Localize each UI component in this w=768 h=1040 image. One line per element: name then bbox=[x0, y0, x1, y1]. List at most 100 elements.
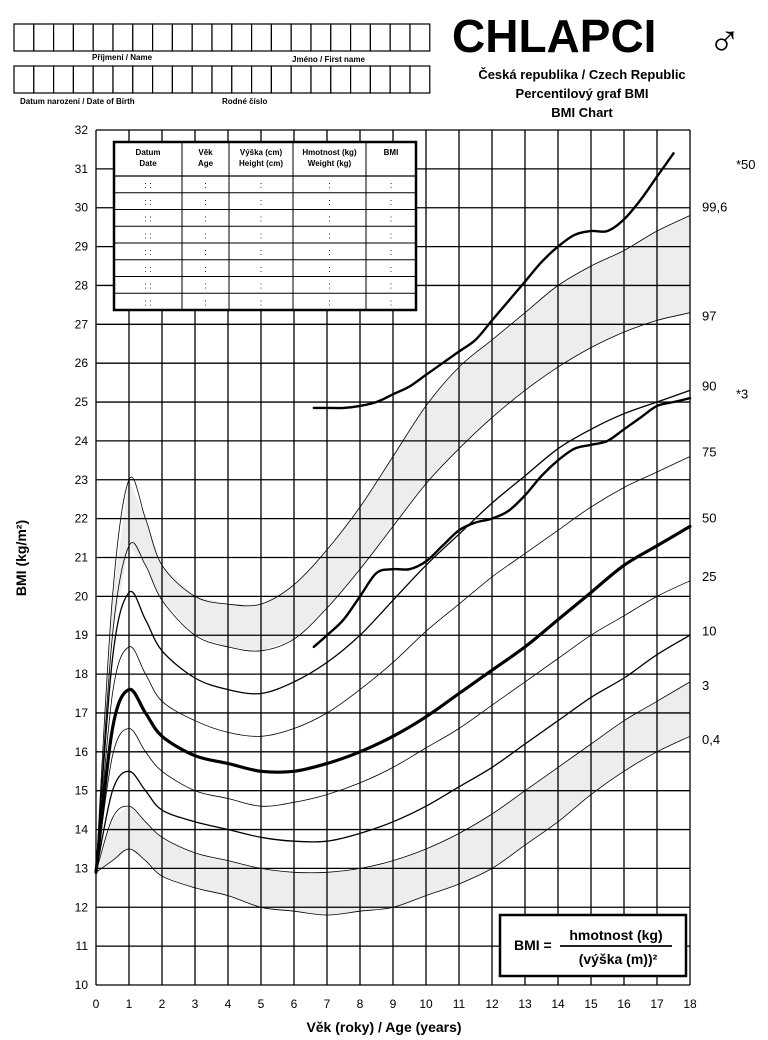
char-box[interactable] bbox=[52, 65, 74, 94]
char-box[interactable] bbox=[389, 23, 411, 52]
band-97-99 bbox=[96, 215, 690, 873]
table-cell[interactable]: : bbox=[328, 180, 331, 190]
char-box[interactable] bbox=[13, 23, 35, 52]
table-header: BMI bbox=[384, 148, 399, 157]
table-header: Výška (cm) bbox=[240, 148, 283, 157]
table-cell[interactable]: : : bbox=[144, 214, 152, 224]
char-box[interactable] bbox=[350, 23, 372, 52]
char-box[interactable] bbox=[92, 23, 114, 52]
date-of-birth-field[interactable] bbox=[13, 65, 431, 94]
char-box[interactable] bbox=[211, 65, 233, 94]
char-box[interactable] bbox=[191, 23, 213, 52]
char-box[interactable] bbox=[389, 65, 411, 94]
char-box[interactable] bbox=[251, 23, 273, 52]
table-cell[interactable]: : bbox=[328, 197, 331, 207]
char-box[interactable] bbox=[409, 23, 431, 52]
table-cell[interactable]: : bbox=[260, 297, 263, 307]
table-cell[interactable]: : bbox=[204, 197, 207, 207]
table-cell[interactable]: : bbox=[260, 281, 263, 291]
char-box[interactable] bbox=[72, 65, 94, 94]
char-box[interactable] bbox=[33, 23, 55, 52]
percentile-label: 75 bbox=[702, 445, 716, 460]
table-cell[interactable]: : bbox=[328, 297, 331, 307]
char-box[interactable] bbox=[72, 23, 94, 52]
table-cell[interactable]: : bbox=[390, 297, 393, 307]
table-cell[interactable]: : bbox=[204, 297, 207, 307]
table-cell[interactable]: : : bbox=[144, 197, 152, 207]
table-cell[interactable]: : : bbox=[144, 230, 152, 240]
curve-p25 bbox=[95, 580, 691, 873]
table-cell[interactable]: : bbox=[328, 230, 331, 240]
y-tick-label: 30 bbox=[75, 201, 89, 215]
y-tick-label: 20 bbox=[75, 589, 89, 603]
table-cell[interactable]: : bbox=[204, 281, 207, 291]
percentile-label: 0,4 bbox=[702, 732, 720, 747]
percentile-label: 10 bbox=[702, 623, 716, 638]
char-box[interactable] bbox=[152, 65, 174, 94]
char-box[interactable] bbox=[112, 23, 134, 52]
table-cell[interactable]: : : bbox=[144, 180, 152, 190]
table-cell[interactable]: : : bbox=[144, 247, 152, 257]
char-box[interactable] bbox=[350, 65, 372, 94]
char-box[interactable] bbox=[33, 65, 55, 94]
table-cell[interactable]: : bbox=[204, 264, 207, 274]
char-box[interactable] bbox=[211, 23, 233, 52]
char-box[interactable] bbox=[270, 23, 292, 52]
char-box[interactable] bbox=[270, 65, 292, 94]
table-cell[interactable]: : bbox=[260, 230, 263, 240]
table-cell[interactable]: : bbox=[328, 264, 331, 274]
char-box[interactable] bbox=[171, 65, 193, 94]
table-cell[interactable]: : bbox=[260, 214, 263, 224]
table-cell[interactable]: : bbox=[260, 247, 263, 257]
char-box[interactable] bbox=[409, 65, 431, 94]
table-cell[interactable]: : bbox=[390, 180, 393, 190]
char-box[interactable] bbox=[13, 65, 35, 94]
char-box[interactable] bbox=[369, 23, 391, 52]
char-box[interactable] bbox=[251, 65, 273, 94]
char-box[interactable] bbox=[290, 65, 312, 94]
table-cell[interactable]: : : bbox=[144, 264, 152, 274]
char-box[interactable] bbox=[112, 65, 134, 94]
table-cell[interactable]: : bbox=[260, 180, 263, 190]
table-cell[interactable]: : bbox=[390, 230, 393, 240]
table-cell[interactable]: : bbox=[390, 264, 393, 274]
char-box[interactable] bbox=[52, 23, 74, 52]
table-cell[interactable]: : bbox=[390, 214, 393, 224]
table-cell[interactable]: : bbox=[204, 214, 207, 224]
table-cell[interactable]: : bbox=[328, 247, 331, 257]
char-box[interactable] bbox=[92, 65, 114, 94]
table-cell[interactable]: : : bbox=[144, 281, 152, 291]
formula-lhs: BMI = bbox=[514, 937, 552, 953]
table-cell[interactable]: : bbox=[328, 281, 331, 291]
table-cell[interactable]: : bbox=[204, 247, 207, 257]
char-box[interactable] bbox=[330, 23, 352, 52]
char-box[interactable] bbox=[369, 65, 391, 94]
char-box[interactable] bbox=[132, 65, 154, 94]
table-cell[interactable]: : bbox=[204, 230, 207, 240]
char-box[interactable] bbox=[231, 65, 253, 94]
percentile-label: 25 bbox=[702, 569, 716, 584]
curve-p75 bbox=[95, 456, 691, 873]
curve-star3 bbox=[312, 397, 692, 649]
char-box[interactable] bbox=[330, 65, 352, 94]
char-box[interactable] bbox=[171, 23, 193, 52]
bmi-formula-box: BMI = hmotnost (kg) (výška (m))² bbox=[498, 913, 688, 978]
table-cell[interactable]: : bbox=[328, 214, 331, 224]
table-cell[interactable]: : bbox=[390, 197, 393, 207]
record-table: Datum Date Věk Age Výška (cm) Height (cm) Hmot… bbox=[112, 140, 418, 312]
char-box[interactable] bbox=[310, 23, 332, 52]
char-box[interactable] bbox=[231, 23, 253, 52]
char-box[interactable] bbox=[310, 65, 332, 94]
table-cell[interactable]: : : bbox=[144, 297, 152, 307]
char-box[interactable] bbox=[290, 23, 312, 52]
table-cell[interactable]: : bbox=[390, 281, 393, 291]
table-cell[interactable]: : bbox=[260, 197, 263, 207]
char-box[interactable] bbox=[152, 23, 174, 52]
char-box[interactable] bbox=[132, 23, 154, 52]
table-cell[interactable]: : bbox=[260, 264, 263, 274]
char-box[interactable] bbox=[191, 65, 213, 94]
y-tick-label: 24 bbox=[75, 434, 89, 448]
table-cell[interactable]: : bbox=[390, 247, 393, 257]
surname-field[interactable] bbox=[13, 23, 431, 52]
table-cell[interactable]: : bbox=[204, 180, 207, 190]
